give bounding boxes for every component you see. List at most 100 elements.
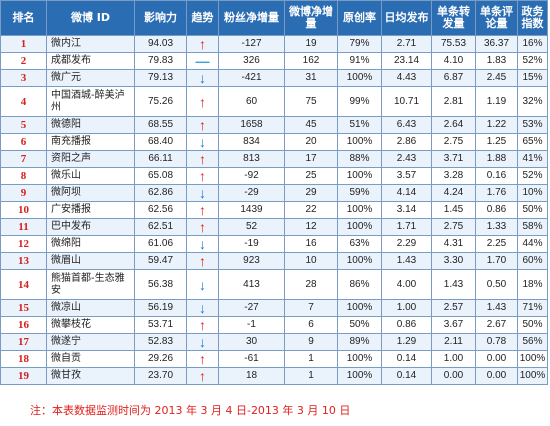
rank-cell: 2 — [0, 52, 47, 70]
daily-posts-cell: 23.14 — [381, 52, 432, 70]
repost-per-post-cell: 4.10 — [431, 52, 476, 70]
rank-cell: 3 — [0, 69, 47, 87]
repost-per-post-cell: 75.53 — [431, 35, 476, 53]
posts-net-cell: 12 — [284, 218, 338, 236]
influence-cell: 94.03 — [134, 35, 187, 53]
comment-per-post-cell: 36.37 — [475, 35, 518, 53]
influence-cell: 61.06 — [134, 235, 187, 253]
repost-per-post-cell: 3.67 — [431, 316, 476, 334]
posts-net-cell: 25 — [284, 167, 338, 185]
original-rate-cell: 100% — [337, 201, 382, 219]
comment-per-post-cell: 1.33 — [475, 218, 518, 236]
fans-net-cell: 413 — [218, 269, 285, 300]
original-rate-cell: 100% — [337, 367, 382, 385]
rank-cell: 6 — [0, 133, 47, 151]
comment-per-post-cell: 1.22 — [475, 116, 518, 134]
rank-cell: 19 — [0, 367, 47, 385]
weibo-id-cell: 微绵阳 — [46, 235, 135, 253]
weibo-id-cell: 微攀枝花 — [46, 316, 135, 334]
rank-cell: 1 — [0, 35, 47, 53]
header-posts-net: 微博净增量 — [284, 0, 338, 36]
comment-per-post-cell: 0.50 — [475, 269, 518, 300]
gov-index-cell: 60% — [517, 252, 548, 270]
rank-cell: 17 — [0, 333, 47, 351]
header-trend: 趋势 — [186, 0, 219, 36]
posts-net-cell: 75 — [284, 86, 338, 117]
gov-index-cell: 56% — [517, 333, 548, 351]
comment-per-post-cell: 0.00 — [475, 350, 518, 368]
daily-posts-cell: 3.14 — [381, 201, 432, 219]
table-row: 16 微攀枝花 53.71 ↑ -1 6 50% 0.86 3.67 2.67 50% — [0, 316, 548, 334]
fans-net-cell: -1 — [218, 316, 285, 334]
influence-cell: 56.38 — [134, 269, 187, 300]
trend-cell: ↓ — [186, 235, 219, 253]
fans-net-cell: 834 — [218, 133, 285, 151]
posts-net-cell: 22 — [284, 201, 338, 219]
posts-net-cell: 28 — [284, 269, 338, 300]
gov-index-cell: 18% — [517, 269, 548, 300]
header-original-rate: 原创率 — [337, 0, 382, 36]
gov-index-cell: 52% — [517, 52, 548, 70]
repost-per-post-cell: 0.00 — [431, 367, 476, 385]
trend-cell: ↑ — [186, 316, 219, 334]
comment-per-post-cell: 2.45 — [475, 69, 518, 87]
trend-cell: ↑ — [186, 367, 219, 385]
gov-index-cell: 53% — [517, 116, 548, 134]
original-rate-cell: 100% — [337, 350, 382, 368]
daily-posts-cell: 4.00 — [381, 269, 432, 300]
trend-cell: ↓ — [186, 184, 219, 202]
influence-cell: 23.70 — [134, 367, 187, 385]
influence-cell: 79.83 — [134, 52, 187, 70]
influence-cell: 56.19 — [134, 299, 187, 317]
gov-index-cell: 100% — [517, 367, 548, 385]
table-row: 12 微绵阳 61.06 ↓ -19 16 63% 2.29 4.31 2.25 44% — [0, 235, 548, 253]
trend-down-icon: ↓ — [199, 134, 206, 150]
influence-cell: 66.11 — [134, 150, 187, 168]
repost-per-post-cell: 3.28 — [431, 167, 476, 185]
influence-cell: 75.26 — [134, 86, 187, 117]
gov-index-cell: 100% — [517, 350, 548, 368]
trend-down-icon: ↓ — [199, 334, 206, 350]
rank-cell: 13 — [0, 252, 47, 270]
trend-cell: ↓ — [186, 133, 219, 151]
rank-cell: 18 — [0, 350, 47, 368]
original-rate-cell: 63% — [337, 235, 382, 253]
rank-cell: 8 — [0, 167, 47, 185]
influence-cell: 68.40 — [134, 133, 187, 151]
posts-net-cell: 6 — [284, 316, 338, 334]
fans-net-cell: 18 — [218, 367, 285, 385]
posts-net-cell: 16 — [284, 235, 338, 253]
posts-net-cell: 10 — [284, 252, 338, 270]
gov-index-cell: 44% — [517, 235, 548, 253]
daily-posts-cell: 2.71 — [381, 35, 432, 53]
fans-net-cell: 60 — [218, 86, 285, 117]
trend-cell: — — [186, 52, 219, 70]
weibo-id-cell: 成都发布 — [46, 52, 135, 70]
fans-net-cell: 52 — [218, 218, 285, 236]
comment-per-post-cell: 1.76 — [475, 184, 518, 202]
comment-per-post-cell: 0.86 — [475, 201, 518, 219]
influence-cell: 29.26 — [134, 350, 187, 368]
repost-per-post-cell: 2.81 — [431, 86, 476, 117]
original-rate-cell: 91% — [337, 52, 382, 70]
daily-posts-cell: 1.00 — [381, 299, 432, 317]
original-rate-cell: 100% — [337, 133, 382, 151]
trend-flat-icon: — — [195, 53, 210, 69]
posts-net-cell: 9 — [284, 333, 338, 351]
daily-posts-cell: 2.86 — [381, 133, 432, 151]
gov-index-cell: 71% — [517, 299, 548, 317]
weibo-id-cell: 微自贡 — [46, 350, 135, 368]
table-row: 17 微遂宁 52.83 ↓ 30 9 89% 1.29 2.11 0.78 56% — [0, 333, 548, 351]
repost-per-post-cell: 3.71 — [431, 150, 476, 168]
weibo-id-cell: 熊猫首都-生态雅安 — [46, 269, 135, 300]
rank-cell: 11 — [0, 218, 47, 236]
repost-per-post-cell: 6.87 — [431, 69, 476, 87]
header-repost-per-post: 单条转发量 — [431, 0, 476, 36]
original-rate-cell: 100% — [337, 252, 382, 270]
trend-cell: ↑ — [186, 218, 219, 236]
original-rate-cell: 99% — [337, 86, 382, 117]
rank-cell: 7 — [0, 150, 47, 168]
header-row: 排名 微博 ID 影响力 趋势 粉丝净增量 微博净增量 原创率 日均发布 单条转… — [0, 0, 548, 36]
repost-per-post-cell: 1.43 — [431, 269, 476, 300]
rank-cell: 15 — [0, 299, 47, 317]
